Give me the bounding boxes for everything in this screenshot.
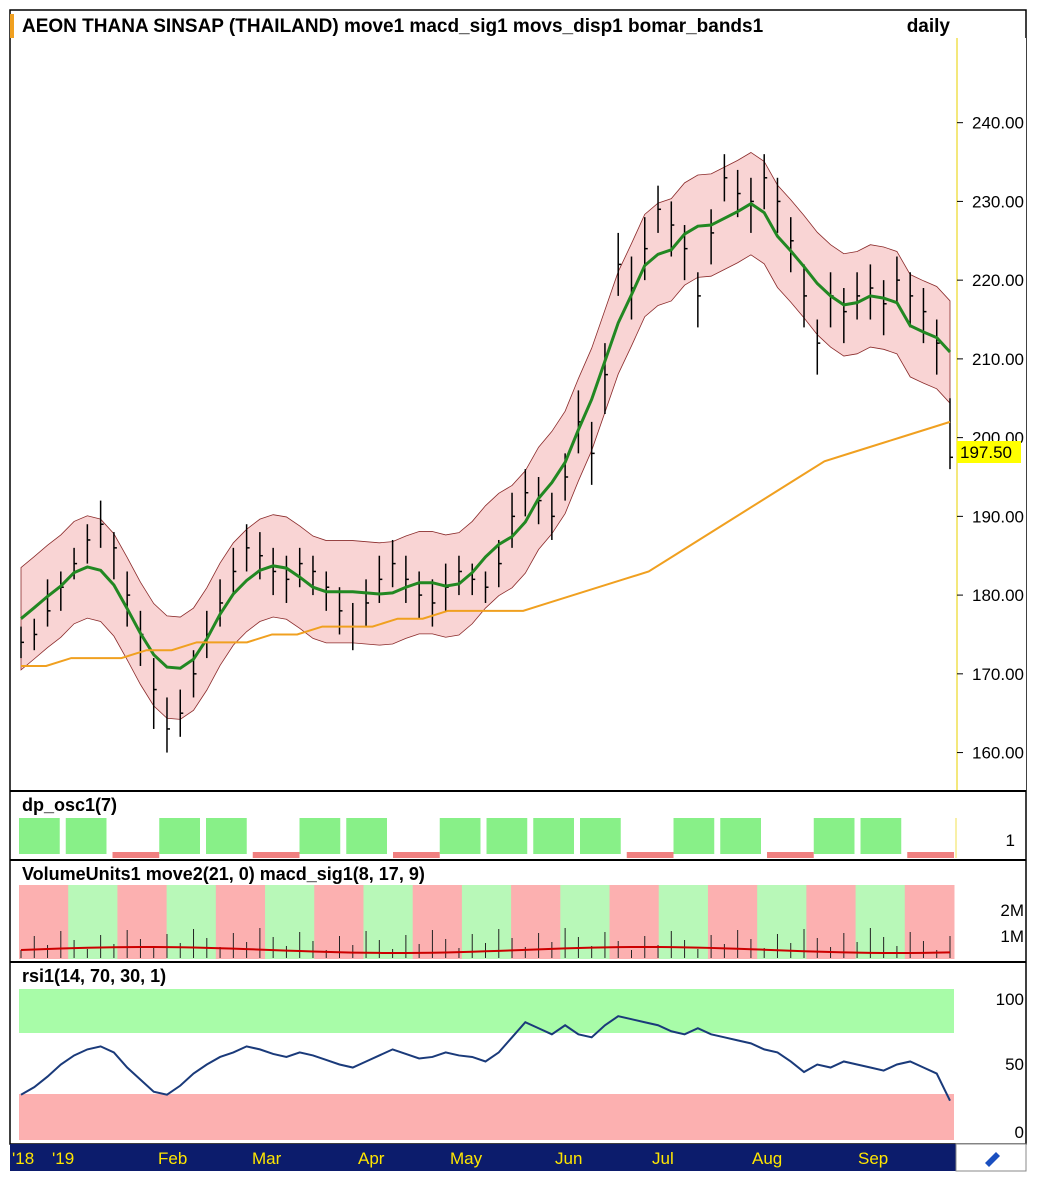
last-price-box xyxy=(957,441,1021,463)
moving-average-line xyxy=(20,201,952,670)
price-tick-label: 160.00 xyxy=(972,744,1024,763)
osc-positive-block xyxy=(19,818,60,854)
price-tick-label: 210.00 xyxy=(972,350,1024,369)
osc-positive-block xyxy=(159,818,200,854)
time-axis-label: '18 xyxy=(12,1149,34,1168)
volume-average-line xyxy=(20,946,951,955)
osc-positive-block xyxy=(346,818,387,854)
osc-positive-block xyxy=(206,818,247,854)
price-axis-panel xyxy=(956,38,1026,790)
chart-period: daily xyxy=(907,16,951,37)
volume-tick-2M: 2M xyxy=(1000,901,1024,920)
osc-positive-block xyxy=(65,818,107,854)
osc-positive-block xyxy=(299,818,341,854)
volume-regime-block xyxy=(363,885,414,959)
volume-regime-block xyxy=(707,885,758,959)
time-axis-label: Jul xyxy=(652,1149,674,1168)
time-axis-label: Mar xyxy=(252,1149,282,1168)
rsi-line xyxy=(20,1015,951,1102)
osc-positive-block xyxy=(673,818,715,854)
volume-title: VolumeUnits1 move2(21, 0) macd_sig1(8, 1… xyxy=(22,864,425,884)
rsi-tick-0: 0 xyxy=(1015,1123,1024,1142)
osc-positive-block xyxy=(813,818,855,854)
volume-bars xyxy=(20,928,951,958)
osc-negative-block xyxy=(252,852,300,858)
time-axis-label: Aug xyxy=(752,1149,782,1168)
volume-regime-block xyxy=(904,885,955,959)
osc-bars xyxy=(19,818,954,858)
time-axis-label: Jun xyxy=(555,1149,582,1168)
price-tick-label: 230.00 xyxy=(972,192,1024,211)
time-axis-label: Feb xyxy=(158,1149,187,1168)
volume-regime-block xyxy=(215,885,266,959)
volume-regime-block xyxy=(757,885,807,959)
osc-positive-block xyxy=(439,818,481,854)
time-axis-label: Apr xyxy=(358,1149,385,1168)
last-price-label: 197.50 xyxy=(960,443,1012,462)
osc-negative-block xyxy=(767,852,814,858)
price-y-axis: 240.00230.00220.00210.00200.00190.00180.… xyxy=(957,114,1024,763)
osc-negative-block xyxy=(907,852,954,858)
volume-tick-1M: 1M xyxy=(1000,927,1024,946)
price-tick-label: 220.00 xyxy=(972,271,1024,290)
price-tick-label: 170.00 xyxy=(972,665,1024,684)
time-axis-label: '19 xyxy=(52,1149,74,1168)
osc-positive-block xyxy=(860,818,902,854)
price-tick-label: 240.00 xyxy=(972,114,1024,133)
volume-regime-block xyxy=(511,885,561,959)
volume-regime-block xyxy=(855,885,906,959)
orange-marker xyxy=(10,14,14,38)
price-tick-label: 190.00 xyxy=(972,507,1024,526)
pencil-icon[interactable] xyxy=(985,1152,1000,1167)
volume-background xyxy=(19,885,955,959)
rsi-title: rsi1(14, 70, 30, 1) xyxy=(22,966,166,986)
time-axis-labels: '18 '19 Feb Mar Apr May Jun Jul Aug Sep xyxy=(12,1149,888,1168)
osc-positive-block xyxy=(486,818,528,854)
osc-negative-block xyxy=(393,852,440,858)
volume-regime-block xyxy=(806,885,857,959)
osc-title: dp_osc1(7) xyxy=(22,795,117,815)
osc-negative-block xyxy=(112,852,160,858)
price-tick-label: 180.00 xyxy=(972,586,1024,605)
rsi-tick-50: 50 xyxy=(1005,1055,1024,1074)
osc-negative-block xyxy=(626,852,674,858)
volume-regime-block xyxy=(265,885,315,959)
time-axis-bar xyxy=(10,1144,956,1171)
time-axis-label: May xyxy=(450,1149,483,1168)
long-moving-average-line xyxy=(21,420,951,667)
time-axis-label: Sep xyxy=(858,1149,888,1168)
price-overlays xyxy=(20,201,952,670)
osc-tick-1: 1 xyxy=(1006,831,1015,850)
rsi-oversold-zone xyxy=(19,1094,954,1140)
chart-title: AEON THANA SINSAP (THAILAND) move1 macd_… xyxy=(22,16,764,37)
rsi-overbought-zone xyxy=(19,989,954,1033)
osc-positive-block xyxy=(533,818,574,854)
volume-regime-block xyxy=(461,885,512,959)
volume-regime-block xyxy=(412,885,463,959)
osc-positive-block xyxy=(720,818,761,854)
osc-positive-block xyxy=(580,818,621,854)
rsi-tick-100: 100 xyxy=(996,990,1024,1009)
